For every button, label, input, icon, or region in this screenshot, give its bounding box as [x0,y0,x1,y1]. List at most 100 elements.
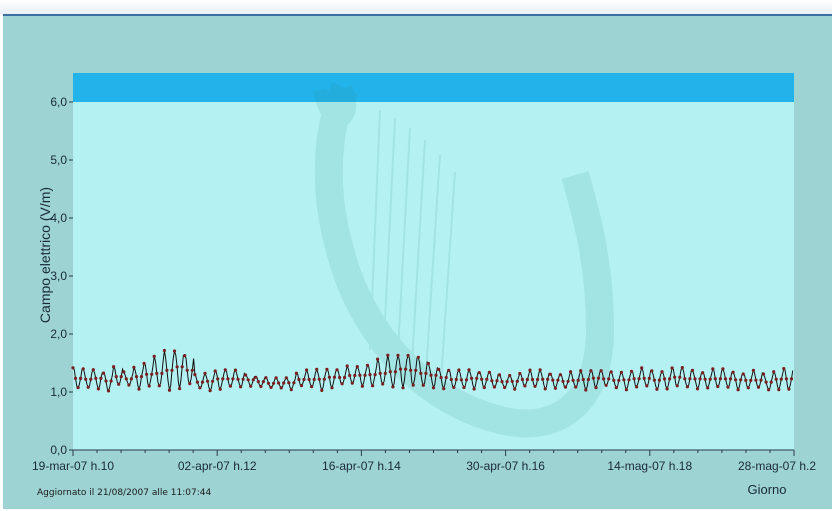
data-point [662,377,667,381]
data-point [208,389,212,393]
data-point [652,378,657,382]
series-markers [71,348,794,393]
data-point [218,387,222,391]
data-point [769,380,773,384]
data-point [546,377,550,381]
data-point [414,368,418,372]
data-point [376,357,380,361]
y-axis-label: Campo elettrico (V/m) [37,187,53,323]
y-tick-label: 1,0 [50,385,67,399]
data-point [350,381,354,385]
data-point [266,381,271,385]
data-point [695,387,700,391]
data-point [736,388,740,392]
data-point [165,368,169,372]
data-point [602,377,606,381]
data-point [640,366,644,370]
data-point [591,376,596,380]
data-point [538,368,542,372]
data-point [467,368,471,372]
data-point [282,381,286,385]
data-point [617,378,621,382]
data-point [277,381,281,385]
data-point [302,377,306,382]
data-point [332,375,337,379]
data-point [152,354,156,358]
data-point [101,371,106,375]
data-point [259,384,263,389]
data-point [147,384,151,388]
y-tick-label: 5,0 [50,153,67,167]
data-point [239,385,243,389]
data-point [198,386,202,390]
data-point [429,373,433,377]
data-point [503,385,507,390]
data-point [685,385,690,389]
data-point [690,368,695,372]
y-tick-label: 4,0 [50,211,67,225]
data-point [657,378,662,382]
data-point [495,379,499,383]
data-point [190,368,194,372]
data-point [322,377,326,381]
data-point [185,368,189,372]
data-point [355,365,359,369]
data-point [492,385,496,389]
axis-ticks [69,101,795,456]
data-point [401,386,405,390]
data-point [508,373,512,378]
data-point [774,377,778,381]
data-point [195,380,199,384]
data-point [269,385,273,389]
data-point [746,386,750,390]
data-point [530,377,535,382]
data-point [398,367,403,371]
x-tick-label: 28-mag-07 h.2 [738,459,816,473]
data-point [604,383,608,387]
data-point [419,371,423,375]
data-point [678,375,682,379]
data-point [711,367,715,371]
data-point [142,361,146,366]
data-point [424,371,428,375]
y-tick-label: 0,0 [50,443,67,457]
data-point [505,380,509,384]
data-point [490,379,494,383]
data-point [698,377,702,381]
data-point [340,382,344,386]
data-point [553,386,558,390]
data-point [383,371,387,375]
data-point [673,375,677,379]
data-point [497,373,502,377]
data-point [459,378,463,382]
data-point [576,378,580,382]
data-point [447,368,451,372]
data-point [76,386,80,390]
data-point [670,366,674,370]
data-point [119,375,123,379]
data-point [536,377,540,382]
data-point [317,377,321,381]
data-point [688,377,692,381]
data-point [327,375,331,379]
data-point [756,385,761,389]
data-point [589,369,593,373]
data-point [94,376,98,380]
data-point [155,371,159,375]
data-point [396,353,400,357]
data-point [596,376,601,380]
data-point [353,373,357,378]
window-top-bar [0,0,832,14]
data-point [371,384,375,388]
data-point [223,368,227,372]
data-point [338,375,342,380]
data-point [703,377,707,381]
data-point [325,367,329,371]
harp-logo-watermark [313,82,615,438]
data-point [772,370,776,374]
data-point [543,387,547,391]
data-point [251,378,255,382]
data-point [779,377,783,381]
data-point [388,370,392,374]
data-point [454,377,458,382]
